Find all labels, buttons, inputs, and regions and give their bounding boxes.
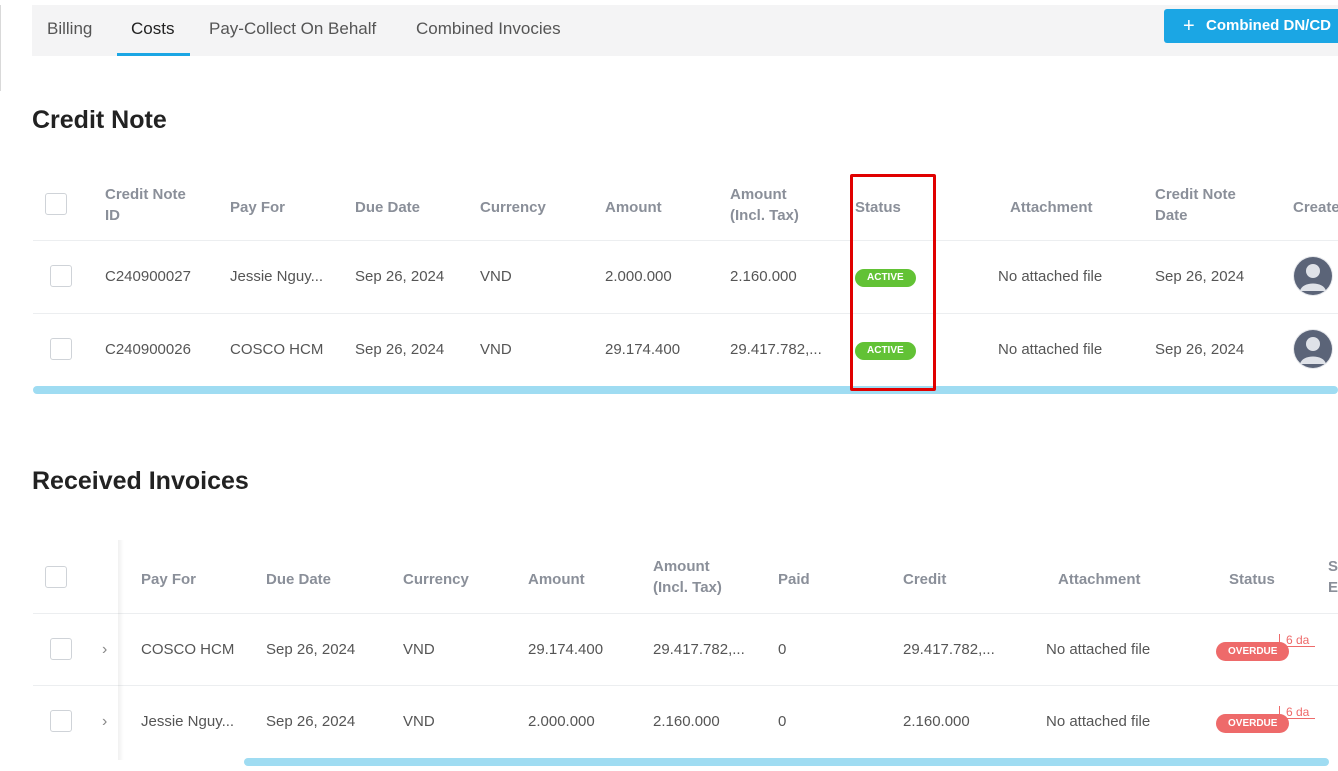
cell-due-date: Sep 26, 2024 <box>266 713 356 730</box>
received-invoices-horizontal-scrollbar[interactable] <box>244 758 1329 766</box>
credit-note-horizontal-scrollbar[interactable] <box>33 386 1338 394</box>
tab-combined-invoices[interactable]: Combined Invocies <box>416 19 561 38</box>
cell-due-date: Sep 26, 2024 <box>355 341 445 358</box>
cell-attachment: No attached file <box>1046 713 1151 730</box>
row-divider <box>33 313 1338 314</box>
header-amount[interactable]: Amount <box>605 199 662 216</box>
row-checkbox[interactable] <box>50 638 72 660</box>
status-badge: OVERDUE <box>1216 642 1290 661</box>
header-amount-incl-tax[interactable]: Amount (Incl. Tax) <box>653 558 722 596</box>
cell-due-date: Sep 26, 2024 <box>355 268 445 285</box>
cell-attachment: No attached file <box>998 268 1103 285</box>
chevron-right-icon[interactable]: › <box>102 641 108 658</box>
row-divider <box>33 685 1338 686</box>
cell-attachment: No attached file <box>1046 641 1151 658</box>
overdue-days-tag: 6 da <box>1279 634 1316 647</box>
window-edge <box>0 5 1 91</box>
cell-paid: 0 <box>778 641 787 658</box>
avatar[interactable] <box>1293 329 1333 369</box>
cell-amount: 29.174.400 <box>605 341 681 358</box>
cell-currency: VND <box>403 641 435 658</box>
received-invoices-select-all-checkbox[interactable] <box>45 566 67 588</box>
cell-pay-for: Jessie Nguy... <box>230 268 324 285</box>
header-truncated-column[interactable]: S E <box>1328 558 1338 596</box>
header-due-date[interactable]: Due Date <box>266 571 332 588</box>
status-badge: OVERDUE <box>1216 714 1290 733</box>
cell-credit-note-id[interactable]: C240900027 <box>105 268 191 285</box>
header-credit[interactable]: Credit <box>903 571 947 588</box>
plus-icon: + <box>1183 15 1195 37</box>
cell-pay-for: Jessie Nguy... <box>141 713 235 730</box>
cell-pay-for: COSCO HCM <box>230 341 324 358</box>
cell-amount-incl-tax: 2.160.000 <box>653 713 720 730</box>
header-pay-for[interactable]: Pay For <box>230 199 286 216</box>
header-credit-note-date[interactable]: Credit Note Date <box>1155 186 1236 224</box>
header-currency[interactable]: Currency <box>480 199 546 216</box>
header-created-by[interactable]: Create <box>1293 199 1338 216</box>
cell-amount: 2.000.000 <box>528 713 595 730</box>
overdue-days-tag: 6 da <box>1279 706 1316 719</box>
cell-amount: 29.174.400 <box>528 641 604 658</box>
fixed-column-shadow <box>118 540 124 760</box>
header-status[interactable]: Status <box>1229 571 1275 588</box>
row-divider <box>33 240 1338 241</box>
header-attachment[interactable]: Attachment <box>1010 199 1093 216</box>
header-attachment[interactable]: Attachment <box>1058 571 1141 588</box>
combined-dn-cd-button[interactable]: + Combined DN/CD <box>1164 9 1338 43</box>
header-paid[interactable]: Paid <box>778 571 810 588</box>
status-badge: ACTIVE <box>855 269 916 287</box>
received-invoices-title: Received Invoices <box>32 467 249 495</box>
row-divider <box>33 613 1338 614</box>
row-checkbox[interactable] <box>50 710 72 732</box>
tab-bar: Billing Costs Pay-Collect On Behalf Comb… <box>32 5 1338 56</box>
tab-costs[interactable]: Costs <box>131 19 175 38</box>
cell-credit-note-date: Sep 26, 2024 <box>1155 341 1245 358</box>
cell-paid: 0 <box>778 713 787 730</box>
cell-credit: 29.417.782,... <box>903 641 995 658</box>
cell-currency: VND <box>480 341 512 358</box>
chevron-right-icon[interactable]: › <box>102 713 108 730</box>
active-tab-indicator <box>117 53 190 56</box>
tab-pay-collect-on-behalf[interactable]: Pay-Collect On Behalf <box>209 19 377 38</box>
user-icon <box>1294 330 1332 368</box>
row-checkbox[interactable] <box>50 338 72 360</box>
status-column-highlight <box>850 174 936 391</box>
cell-attachment: No attached file <box>998 341 1103 358</box>
cell-amount-incl-tax: 2.160.000 <box>730 268 797 285</box>
cell-currency: VND <box>403 713 435 730</box>
header-currency[interactable]: Currency <box>403 571 469 588</box>
header-amount[interactable]: Amount <box>528 571 585 588</box>
cell-credit-note-date: Sep 26, 2024 <box>1155 268 1245 285</box>
header-credit-note-id[interactable]: Credit Note ID <box>105 186 186 224</box>
header-status[interactable]: Status <box>855 199 901 216</box>
cell-credit-note-id[interactable]: C240900026 <box>105 341 191 358</box>
cell-credit: 2.160.000 <box>903 713 970 730</box>
cell-currency: VND <box>480 268 512 285</box>
header-pay-for[interactable]: Pay For <box>141 571 197 588</box>
header-amount-incl-tax[interactable]: Amount (Incl. Tax) <box>730 186 799 224</box>
status-badge: ACTIVE <box>855 342 916 360</box>
cell-amount-incl-tax: 29.417.782,... <box>653 641 745 658</box>
user-icon <box>1294 257 1332 295</box>
cell-pay-for: COSCO HCM <box>141 641 235 658</box>
row-checkbox[interactable] <box>50 265 72 287</box>
header-due-date[interactable]: Due Date <box>355 199 421 216</box>
credit-note-select-all-checkbox[interactable] <box>45 193 67 215</box>
cell-due-date: Sep 26, 2024 <box>266 641 356 658</box>
avatar[interactable] <box>1293 256 1333 296</box>
credit-note-title: Credit Note <box>32 106 167 134</box>
cell-amount: 2.000.000 <box>605 268 672 285</box>
tab-billing[interactable]: Billing <box>47 19 93 38</box>
cell-amount-incl-tax: 29.417.782,... <box>730 341 822 358</box>
combined-dn-cd-label: Combined DN/CD <box>1206 17 1331 34</box>
